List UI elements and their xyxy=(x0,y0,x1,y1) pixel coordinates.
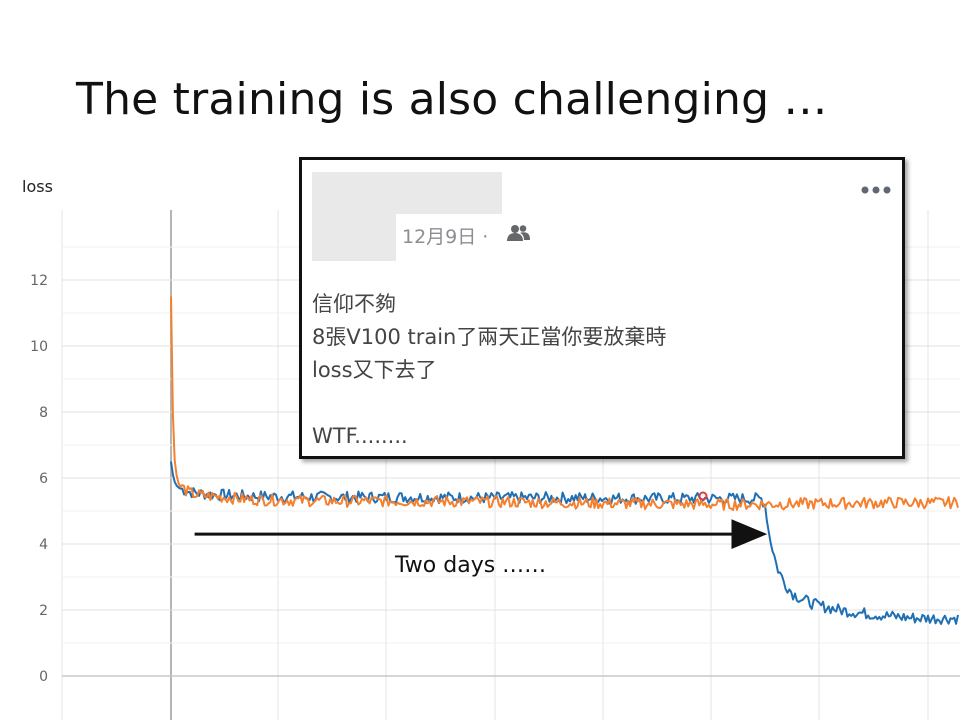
post-line: 8張V100 train了兩天正當你要放棄時 xyxy=(312,325,667,349)
y-tick-labels: 0 2 4 6 8 10 12 xyxy=(30,273,48,685)
y-axis-label: loss xyxy=(22,177,53,196)
more-options-icon[interactable] xyxy=(861,185,891,195)
y-tick-label: 10 xyxy=(30,339,48,355)
post-line: WTF........ xyxy=(312,424,408,448)
hover-marker xyxy=(698,491,708,501)
author-name-redacted xyxy=(396,172,502,214)
slide-title: The training is also challenging … xyxy=(76,74,828,125)
series-line-blue xyxy=(170,461,959,625)
y-tick-label: 2 xyxy=(39,603,48,619)
post-body: 信仰不夠 8張V100 train了兩天正當你要放棄時 loss又下去了 WTF… xyxy=(312,288,666,453)
post-line: 信仰不夠 xyxy=(312,292,396,316)
annotation-label: Two days …… xyxy=(395,553,547,578)
series-line-orange xyxy=(170,296,959,511)
friends-icon xyxy=(507,225,530,241)
series-lines xyxy=(170,296,959,625)
avatar-redacted xyxy=(312,172,396,261)
y-tick-label: 6 xyxy=(39,471,48,487)
y-tick-label: 0 xyxy=(39,669,48,685)
y-tick-label: 8 xyxy=(39,405,48,421)
social-post-card: 12月9日 · 信仰不夠 8張V100 train了兩天正當你要放棄時 loss… xyxy=(299,157,905,459)
post-date: 12月9日 · xyxy=(402,226,489,248)
y-tick-label: 4 xyxy=(39,537,48,553)
post-line: loss又下去了 xyxy=(312,358,437,382)
post-line xyxy=(312,387,666,420)
y-tick-label: 12 xyxy=(30,273,48,289)
